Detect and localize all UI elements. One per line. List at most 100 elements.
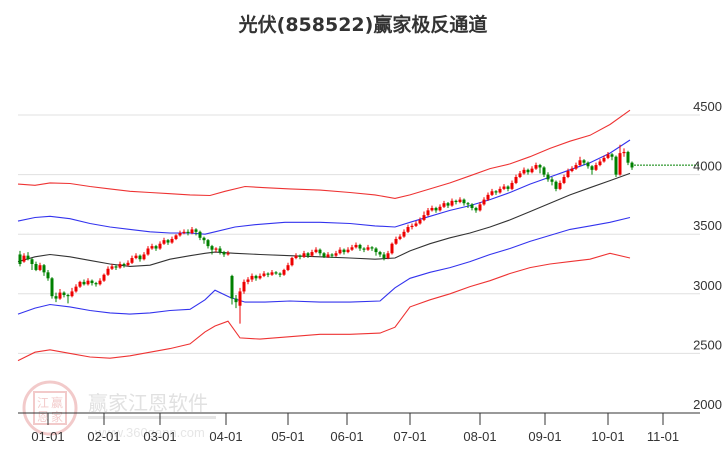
mid_line-line	[17, 172, 631, 267]
candle	[62, 292, 66, 295]
candle	[150, 246, 154, 249]
candle	[214, 248, 218, 250]
candle	[430, 207, 434, 211]
candle	[190, 229, 194, 234]
candle	[90, 280, 94, 284]
candle	[134, 255, 138, 259]
candle	[422, 215, 426, 220]
y-tick-label: 2000	[693, 397, 722, 412]
candle	[414, 223, 418, 226]
candle	[42, 265, 46, 273]
candle	[314, 249, 318, 253]
candle	[258, 275, 262, 279]
candle	[286, 265, 290, 270]
svg-text:恩: 恩	[37, 410, 49, 424]
candle	[410, 225, 414, 228]
candle	[158, 243, 162, 249]
candle	[22, 255, 26, 262]
candle	[106, 268, 110, 275]
x-tick-label: 10-01	[591, 429, 624, 444]
candle	[110, 266, 114, 269]
candle	[454, 200, 458, 203]
candle	[222, 252, 226, 255]
candle	[378, 252, 382, 255]
candle	[366, 247, 370, 250]
candle	[426, 210, 430, 216]
candle	[394, 238, 398, 244]
candle	[514, 176, 518, 183]
candle	[474, 207, 478, 211]
candle	[162, 240, 166, 244]
grid-lines	[18, 114, 700, 354]
x-tick-label: 03-01	[143, 429, 176, 444]
candle	[138, 255, 142, 260]
candle	[510, 182, 514, 189]
candle	[538, 165, 542, 168]
candle	[262, 273, 266, 276]
candle	[102, 274, 106, 281]
candle	[82, 281, 86, 285]
candle	[206, 240, 210, 247]
candle	[282, 269, 286, 275]
candle	[86, 280, 90, 285]
candle	[198, 231, 202, 238]
candle	[562, 176, 566, 183]
candle	[626, 151, 630, 163]
candle	[402, 231, 406, 237]
watermark-url: www.360gann.com	[94, 425, 205, 440]
candle	[130, 258, 134, 263]
y-tick-label: 2500	[693, 337, 722, 352]
candle	[446, 203, 450, 206]
candle	[274, 272, 278, 274]
candle	[246, 279, 250, 282]
candle	[546, 174, 550, 180]
candle	[146, 248, 150, 255]
candle	[182, 231, 186, 234]
candle	[270, 272, 274, 275]
inner_upper-line	[17, 139, 631, 235]
candle	[30, 259, 34, 264]
candle	[358, 244, 362, 249]
candle	[594, 165, 598, 170]
y-tick-label: 4000	[693, 159, 722, 174]
candle	[518, 173, 522, 177]
candle	[318, 249, 322, 254]
candle	[606, 154, 610, 158]
candle	[78, 281, 82, 287]
channel-bands	[17, 109, 631, 362]
candle	[462, 199, 466, 204]
candle	[34, 264, 38, 270]
candle	[470, 204, 474, 208]
outer_upper-line	[17, 109, 631, 199]
candle	[350, 247, 354, 250]
candle	[326, 254, 330, 257]
candle	[266, 273, 270, 275]
candle	[622, 151, 626, 154]
candle	[466, 203, 470, 205]
candle	[526, 169, 530, 173]
candle	[482, 199, 486, 205]
candle	[294, 255, 298, 259]
candle	[382, 254, 386, 259]
y-tick-label: 4500	[693, 99, 722, 114]
candle	[66, 294, 70, 297]
candle	[50, 278, 54, 297]
watermark-name: 赢家江恩软件	[88, 391, 208, 415]
candle	[346, 249, 350, 253]
y-tick-label: 3000	[693, 278, 722, 293]
candle	[298, 255, 302, 257]
candle	[486, 194, 490, 200]
candle	[94, 283, 98, 285]
x-tick-label: 11-01	[647, 429, 679, 444]
candle	[406, 227, 410, 232]
candle	[74, 286, 78, 292]
candle	[250, 275, 254, 280]
candle	[450, 200, 454, 206]
x-tick-label: 07-01	[393, 429, 426, 444]
candle	[226, 253, 230, 255]
candle	[478, 204, 482, 211]
candle	[342, 249, 346, 253]
candle	[18, 254, 22, 264]
candle	[122, 264, 126, 266]
y-tick-label: 3500	[693, 218, 722, 233]
